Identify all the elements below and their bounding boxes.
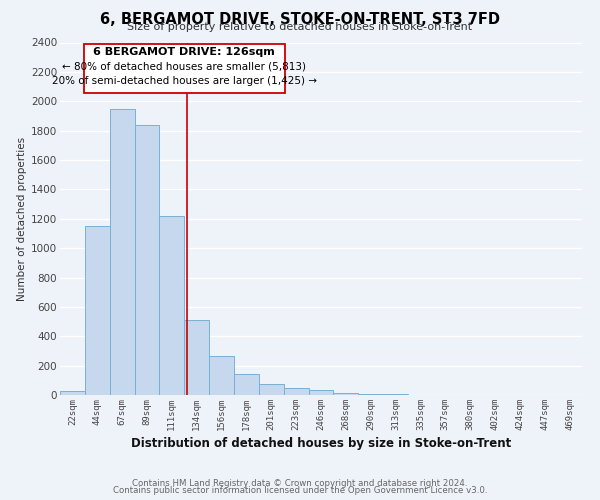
Bar (160, 216, 184, 395)
Bar (383, 394, 408, 395)
Text: 6 BERGAMOT DRIVE: 126sqm: 6 BERGAMOT DRIVE: 126sqm (94, 47, 275, 57)
Text: 6, BERGAMOT DRIVE, STOKE-ON-TRENT, ST3 7FD: 6, BERGAMOT DRIVE, STOKE-ON-TRENT, ST3 7… (100, 12, 500, 28)
Text: 20% of semi-detached houses are larger (1,425) →: 20% of semi-detached houses are larger (… (52, 76, 317, 86)
Bar (209, 356, 234, 395)
Bar (60, 392, 85, 395)
Text: Size of property relative to detached houses in Stoke-on-Trent: Size of property relative to detached ho… (127, 22, 473, 32)
X-axis label: Distribution of detached houses by size in Stoke-on-Trent: Distribution of detached houses by size … (131, 437, 511, 450)
FancyBboxPatch shape (83, 44, 285, 92)
Bar (85, 226, 110, 395)
Text: Contains public sector information licensed under the Open Government Licence v3: Contains public sector information licen… (113, 486, 487, 495)
Text: Contains HM Land Registry data © Crown copyright and database right 2024.: Contains HM Land Registry data © Crown c… (132, 478, 468, 488)
Bar (334, 393, 358, 395)
Bar (308, 390, 334, 395)
Bar (358, 394, 383, 395)
Bar (110, 108, 134, 395)
Bar (134, 124, 160, 395)
Bar (184, 320, 209, 395)
Bar (234, 374, 259, 395)
Text: ← 80% of detached houses are smaller (5,813): ← 80% of detached houses are smaller (5,… (62, 61, 306, 71)
Bar (284, 388, 308, 395)
Y-axis label: Number of detached properties: Number of detached properties (17, 136, 27, 301)
Bar (259, 384, 284, 395)
